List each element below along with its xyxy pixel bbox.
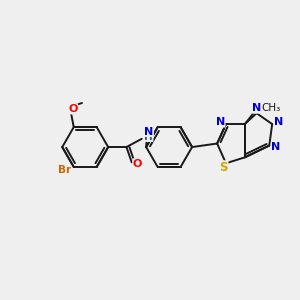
Text: H: H <box>144 132 153 142</box>
Text: N: N <box>144 127 154 137</box>
Text: N: N <box>271 142 280 152</box>
Text: N: N <box>274 117 283 127</box>
Text: S: S <box>219 161 228 174</box>
Text: N: N <box>252 103 262 113</box>
Text: CH₃: CH₃ <box>261 103 280 112</box>
Text: O: O <box>68 104 77 114</box>
Text: Br: Br <box>58 166 71 176</box>
Text: N: N <box>216 117 225 127</box>
Text: O: O <box>133 159 142 169</box>
